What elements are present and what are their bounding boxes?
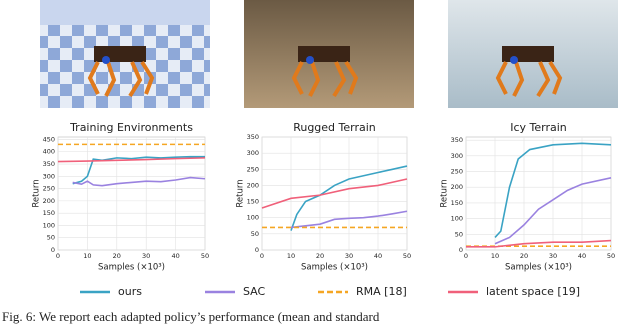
x-tick-label: 20	[316, 252, 324, 260]
legend-label: ours	[118, 285, 142, 298]
x-tick-label: 0	[260, 252, 264, 260]
series-line	[261, 178, 408, 209]
series-line	[57, 157, 206, 163]
x-tick-label: 50	[403, 252, 411, 260]
y-tick-label: 200	[247, 181, 259, 189]
x-tick-label: 30	[549, 252, 557, 260]
y-tick-label: 150	[247, 198, 259, 206]
y-tick-label: 50	[251, 230, 259, 238]
y-tick-label: 100	[247, 214, 259, 222]
x-tick-label: 10	[287, 252, 295, 260]
x-tick-label: 40	[171, 252, 179, 260]
y-tick-label: 250	[247, 165, 259, 173]
y-tick-label: 100	[43, 221, 55, 229]
series-line	[494, 142, 612, 238]
y-axis-label: Return	[236, 179, 246, 207]
y-tick-label: 250	[43, 185, 55, 193]
x-tick-label: 40	[374, 252, 382, 260]
y-tick-label: 0	[255, 246, 259, 254]
y-tick-label: 450	[43, 135, 55, 143]
series-line	[290, 210, 408, 229]
y-tick-label: 0	[459, 246, 463, 254]
x-axis-label: Samples (×10³)	[505, 263, 572, 273]
y-tick-label: 400	[43, 148, 55, 156]
x-tick-label: 20	[113, 252, 121, 260]
x-tick-label: 40	[578, 252, 586, 260]
y-tick-label: 100	[451, 215, 463, 223]
x-tick-label: 10	[491, 252, 499, 260]
chart-title: Training Environments	[69, 121, 193, 134]
y-tick-label: 350	[451, 136, 463, 144]
series-line	[72, 176, 206, 187]
x-tick-label: 30	[345, 252, 353, 260]
legend-label: RMA [18]	[356, 285, 407, 298]
caption: Fig. 6: We report each adapted policy’s …	[2, 309, 380, 324]
series-line	[494, 177, 612, 245]
y-tick-label: 50	[47, 234, 55, 242]
x-tick-label: 30	[142, 252, 150, 260]
legend-label: latent space [19]	[486, 285, 580, 298]
legend-label: SAC	[243, 285, 266, 298]
y-tick-label: 150	[451, 199, 463, 207]
y-tick-label: 350	[43, 160, 55, 168]
y-tick-label: 0	[51, 246, 55, 254]
x-tick-label: 20	[520, 252, 528, 260]
x-axis-label: Samples (×10³)	[98, 263, 165, 273]
y-tick-label: 50	[455, 230, 463, 238]
plot-area	[261, 136, 408, 251]
y-axis-label: Return	[440, 179, 450, 207]
x-axis-label: Samples (×10³)	[301, 263, 368, 273]
x-tick-label: 0	[464, 252, 468, 260]
y-tick-label: 250	[451, 168, 463, 176]
chart-title: Icy Terrain	[510, 121, 567, 134]
y-tick-label: 300	[43, 172, 55, 180]
plot-area	[465, 136, 612, 251]
y-axis-label: Return	[32, 179, 42, 207]
x-tick-label: 0	[56, 252, 60, 260]
plot-area	[57, 136, 206, 251]
series-line	[290, 165, 408, 231]
x-tick-label: 50	[607, 252, 615, 260]
scene-images	[40, 0, 618, 108]
x-tick-label: 50	[201, 252, 209, 260]
y-tick-label: 350	[247, 133, 259, 141]
y-tick-label: 300	[247, 149, 259, 157]
series-line	[466, 239, 612, 248]
sky	[40, 0, 210, 25]
y-tick-label: 300	[451, 152, 463, 160]
x-tick-label: 10	[83, 252, 91, 260]
y-tick-label: 150	[43, 209, 55, 217]
y-tick-label: 200	[43, 197, 55, 205]
y-tick-label: 200	[451, 183, 463, 191]
series-line	[72, 155, 205, 185]
chart-title: Rugged Terrain	[293, 121, 376, 134]
